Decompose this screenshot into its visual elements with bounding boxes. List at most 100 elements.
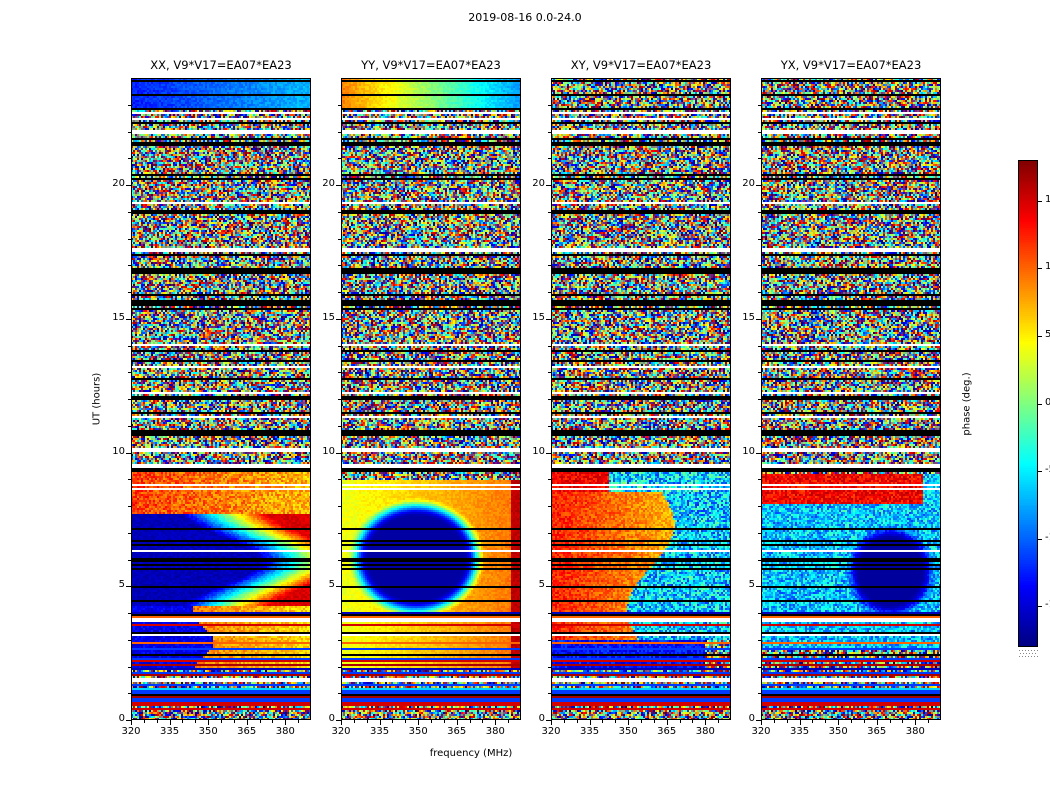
x-minor-tick-mark — [850, 720, 852, 723]
y-tick-label: 10 — [112, 445, 125, 457]
x-tick-label: 320 — [121, 726, 141, 737]
y-tick-label: 0 — [118, 713, 125, 724]
y-minor-tick-mark — [548, 426, 551, 427]
y-minor-tick-mark — [128, 640, 131, 641]
y-minor-tick-mark — [338, 667, 341, 668]
colorbar-tick-mark — [1038, 539, 1042, 540]
panel-YY — [341, 78, 521, 720]
x-minor-tick-mark — [863, 720, 865, 723]
colorbar-tick-label: 50 — [1045, 328, 1050, 340]
y-minor-tick-mark — [338, 132, 341, 133]
y-minor-tick-mark — [548, 346, 551, 347]
colorbar-tick-label: -100 — [1045, 531, 1050, 543]
x-minor-tick-mark — [404, 720, 406, 723]
y-minor-tick-mark — [758, 560, 761, 561]
y-tick-label: 10 — [532, 445, 545, 457]
panel-title-XY: XY, V9*V17=EA07*EA23 — [570, 58, 712, 72]
y-minor-tick-mark — [338, 640, 341, 641]
y-minor-tick-mark — [128, 239, 131, 240]
y-minor-tick-mark — [338, 158, 341, 159]
y-minor-tick-mark — [758, 105, 761, 106]
panel-title-YY: YY, V9*V17=EA07*EA23 — [361, 58, 501, 72]
x-minor-tick-mark — [691, 720, 693, 723]
x-tick-mark — [799, 720, 801, 725]
colorbar-tick-mark — [1038, 404, 1042, 405]
y-tick-label: 20 — [322, 178, 335, 189]
y-minor-tick-mark — [758, 372, 761, 373]
y-minor-tick-mark — [128, 132, 131, 133]
y-tick-label: 15 — [742, 311, 755, 323]
y-tick-mark — [336, 586, 341, 587]
x-minor-tick-mark — [614, 720, 616, 723]
x-tick-mark — [207, 720, 209, 725]
x-tick-mark — [666, 720, 668, 725]
x-tick-mark — [456, 720, 458, 725]
x-tick-label: 335 — [790, 726, 810, 737]
y-tick-mark — [546, 586, 551, 587]
panel-YX — [761, 78, 941, 720]
y-minor-tick-mark — [128, 479, 131, 480]
y-tick-label: 15 — [322, 311, 335, 323]
panel-XX — [131, 78, 311, 720]
y-tick-mark — [546, 185, 551, 186]
heatmap-canvas-YX — [761, 78, 941, 720]
y-minor-tick-mark — [758, 667, 761, 668]
y-minor-tick-mark — [548, 105, 551, 106]
colorbar-tick-mark — [1038, 336, 1042, 337]
x-minor-tick-mark — [773, 720, 775, 723]
colorbar-under-hatch — [1018, 649, 1038, 657]
y-minor-tick-mark — [548, 506, 551, 507]
x-tick-mark — [837, 720, 839, 725]
y-minor-tick-mark — [338, 426, 341, 427]
x-minor-tick-mark — [233, 720, 235, 723]
x-minor-tick-mark — [481, 720, 483, 723]
x-minor-tick-mark — [220, 720, 222, 723]
y-minor-tick-mark — [338, 399, 341, 400]
x-tick-mark — [760, 720, 762, 725]
y-minor-tick-mark — [338, 693, 341, 694]
y-minor-tick-mark — [758, 158, 761, 159]
x-minor-tick-mark — [443, 720, 445, 723]
x-tick-label: 380 — [905, 726, 925, 737]
y-tick-label: 0 — [538, 713, 545, 724]
x-axis-label: frequency (MHz) — [429, 748, 513, 759]
heatmap-canvas-XY — [551, 78, 731, 720]
x-tick-mark — [340, 720, 342, 725]
colorbar-tick-label: -150 — [1045, 599, 1050, 611]
x-tick-label: 380 — [485, 726, 505, 737]
x-tick-mark — [417, 720, 419, 725]
y-minor-tick-mark — [548, 372, 551, 373]
y-tick-label: 5 — [118, 579, 125, 591]
y-tick-mark — [756, 586, 761, 587]
y-minor-tick-mark — [338, 560, 341, 561]
x-tick-label: 350 — [618, 726, 638, 737]
x-tick-label: 320 — [331, 726, 351, 737]
y-minor-tick-mark — [338, 533, 341, 534]
x-minor-tick-mark — [640, 720, 642, 723]
x-tick-label: 335 — [370, 726, 390, 737]
colorbar-tick-mark — [1038, 268, 1042, 269]
colorbar-tick-mark — [1038, 471, 1042, 472]
x-tick-label: 320 — [541, 726, 561, 737]
x-minor-tick-mark — [297, 720, 299, 723]
y-tick-mark — [756, 720, 761, 721]
y-minor-tick-mark — [128, 533, 131, 534]
y-minor-tick-mark — [548, 158, 551, 159]
x-tick-mark — [704, 720, 706, 725]
x-minor-tick-mark — [786, 720, 788, 723]
colorbar-tick-label: 150 — [1045, 193, 1050, 205]
y-tick-label: 5 — [328, 579, 335, 591]
x-tick-mark — [130, 720, 132, 725]
panel-XY — [551, 78, 731, 720]
y-tick-mark — [546, 720, 551, 721]
x-minor-tick-mark — [889, 720, 891, 723]
x-minor-tick-mark — [181, 720, 183, 723]
y-tick-mark — [336, 185, 341, 186]
y-minor-tick-mark — [338, 265, 341, 266]
x-minor-tick-mark — [156, 720, 158, 723]
y-minor-tick-mark — [128, 560, 131, 561]
y-tick-mark — [336, 720, 341, 721]
